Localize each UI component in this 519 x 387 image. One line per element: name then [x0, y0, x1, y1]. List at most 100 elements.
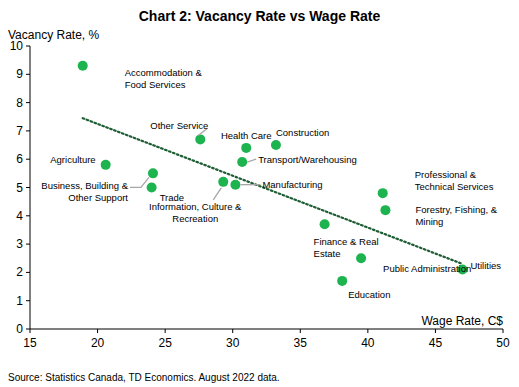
- label-line: Agriculture: [50, 154, 95, 165]
- callout: [130, 177, 149, 187]
- chart: Chart 2: Vacancy Rate vs Wage RateVacanc…: [0, 0, 519, 387]
- point: [241, 143, 251, 153]
- x-tick-label: 40: [361, 336, 375, 350]
- plot-area: [78, 61, 468, 286]
- y-tick-label: 6: [16, 152, 23, 166]
- point-labels: Accommodation &Food Services Agriculture B…: [41, 67, 501, 300]
- label-line: Information, Culture &: [149, 201, 242, 212]
- point-label: Accommodation &Food Services: [125, 67, 203, 90]
- y-tick-label: 4: [16, 209, 23, 223]
- point: [101, 160, 111, 170]
- x-tick-label: 20: [91, 336, 105, 350]
- y-tick-label: 1: [16, 294, 23, 308]
- label-line: Forestry, Fishing, &: [415, 204, 497, 215]
- label-line: Construction: [276, 127, 329, 138]
- y-tick-label: 7: [16, 124, 23, 138]
- x-tick: [30, 329, 31, 333]
- x-tick: [435, 329, 436, 333]
- label-line: Accommodation &: [125, 67, 203, 78]
- callout: [240, 184, 260, 185]
- y-tick: [26, 300, 30, 301]
- point: [148, 168, 158, 178]
- point: [218, 177, 228, 187]
- label-line: Manufacturing: [262, 179, 322, 190]
- y-tick-label: 2: [16, 265, 23, 279]
- point: [195, 134, 205, 144]
- label-line: Mining: [415, 216, 443, 227]
- point-label: Business, Building &Other Support: [41, 180, 128, 203]
- label-line: Estate: [314, 248, 341, 259]
- y-tick: [26, 102, 30, 103]
- point: [380, 205, 390, 215]
- y-tick-label: 8: [16, 96, 23, 110]
- point-label: Manufacturing: [262, 179, 322, 190]
- y-tick-label: 10: [10, 39, 24, 53]
- point: [320, 219, 330, 229]
- y-tick: [26, 130, 30, 131]
- y-tick: [26, 329, 30, 330]
- label-line: Utilities: [470, 260, 501, 271]
- x-tick: [503, 329, 504, 333]
- x-tick: [300, 329, 301, 333]
- point-label: Health Care: [221, 130, 272, 141]
- label-line: Education: [348, 289, 390, 300]
- title: Chart 2: Vacancy Rate vs Wage Rate: [139, 8, 381, 24]
- y-tick-label: 0: [16, 322, 23, 336]
- label-line: Finance & Real: [314, 236, 379, 247]
- label-line: Business, Building &: [41, 180, 128, 191]
- point: [78, 61, 88, 71]
- label-line: Food Services: [125, 79, 186, 90]
- x-tick-label: 25: [158, 336, 172, 350]
- label-line: Health Care: [221, 130, 272, 141]
- label-line: Public Administration: [383, 263, 471, 274]
- x-tick: [165, 329, 166, 333]
- label-line: Other Service: [150, 120, 208, 131]
- y-tick: [26, 215, 30, 216]
- x-tick-label: 35: [294, 336, 308, 350]
- point: [271, 140, 281, 150]
- y-tick: [26, 74, 30, 75]
- trend-line: [83, 118, 463, 264]
- source: Source: Statistics Canada, TD Economics.…: [8, 372, 280, 383]
- point-label: Professional &Technical Services: [415, 169, 494, 192]
- point: [356, 253, 366, 263]
- callout: [247, 159, 256, 162]
- y-tick-label: 3: [16, 237, 23, 251]
- x-axis: [30, 329, 503, 330]
- y-tick-label: 5: [16, 181, 23, 195]
- x-tick: [97, 329, 98, 333]
- callout: [213, 188, 221, 200]
- x-tick-label: 50: [496, 336, 510, 350]
- x-tick: [367, 329, 368, 333]
- point-label: Finance & RealEstate: [314, 236, 379, 259]
- point: [337, 276, 347, 286]
- point-label: Forestry, Fishing, &Mining: [415, 204, 497, 227]
- x-tick-label: 30: [226, 336, 240, 350]
- point: [147, 183, 157, 193]
- label-line: Recreation: [172, 213, 218, 224]
- point-label: Other Service: [150, 120, 208, 131]
- point-label: Education: [348, 289, 390, 300]
- point-label: Transport/Warehousing: [258, 154, 357, 165]
- point-label: Construction: [276, 127, 329, 138]
- x-tick-label: 15: [23, 336, 37, 350]
- y-tick: [26, 187, 30, 188]
- point-label: Public Administration: [383, 263, 471, 274]
- y-tick: [26, 244, 30, 245]
- y-tick: [26, 46, 30, 47]
- point-label: Information, Culture &Recreation: [149, 201, 242, 224]
- point: [230, 180, 240, 190]
- y-tick-label: 9: [16, 67, 23, 81]
- x-tick-label: 45: [429, 336, 443, 350]
- x-tick: [232, 329, 233, 333]
- point-label: Utilities: [470, 260, 501, 271]
- point: [378, 188, 388, 198]
- y-tick: [26, 159, 30, 160]
- point: [237, 157, 247, 167]
- label-line: Transport/Warehousing: [258, 154, 357, 165]
- label-line: Other Support: [68, 192, 128, 203]
- x-axis-label: Wage Rate, C$: [421, 314, 503, 328]
- point-label: Agriculture: [50, 154, 95, 165]
- y-tick: [26, 272, 30, 273]
- label-line: Technical Services: [415, 181, 494, 192]
